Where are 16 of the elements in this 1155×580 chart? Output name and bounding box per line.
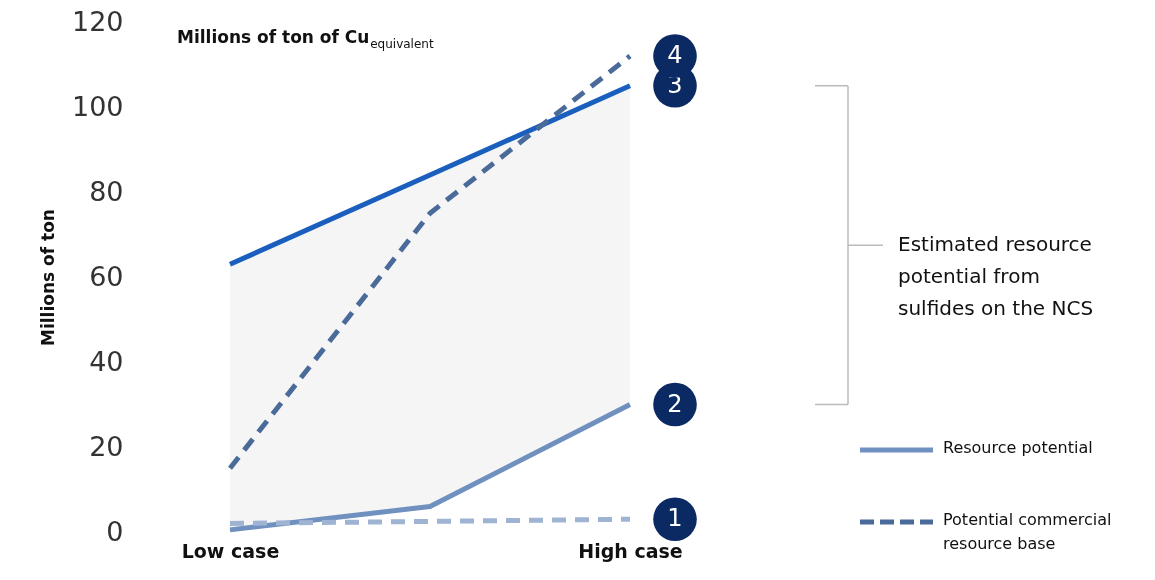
legend-label: Resource potential xyxy=(943,438,1093,457)
y-axis-title: Millions of ton xyxy=(37,209,58,346)
y-tick-label: 40 xyxy=(89,345,124,377)
y-tick-label: 80 xyxy=(89,175,124,207)
x-tick-label: High case xyxy=(578,539,683,562)
legend-label: Potential commercial resource base xyxy=(943,510,1112,553)
y-tick-label: 100 xyxy=(71,90,124,122)
text: Estimated resource potential from sulfides on the NCS xyxy=(898,232,1094,321)
annotation: 4 xyxy=(667,41,683,69)
y-tick-label: 0 xyxy=(106,515,124,547)
y-tick-label: 120 xyxy=(71,5,124,37)
annotation: 2 xyxy=(667,389,683,418)
x-tick-label: Low case xyxy=(181,539,280,562)
y-tick-label: 60 xyxy=(89,260,124,292)
annotation: 1 xyxy=(667,504,683,533)
y-tick-label: 20 xyxy=(89,430,124,462)
